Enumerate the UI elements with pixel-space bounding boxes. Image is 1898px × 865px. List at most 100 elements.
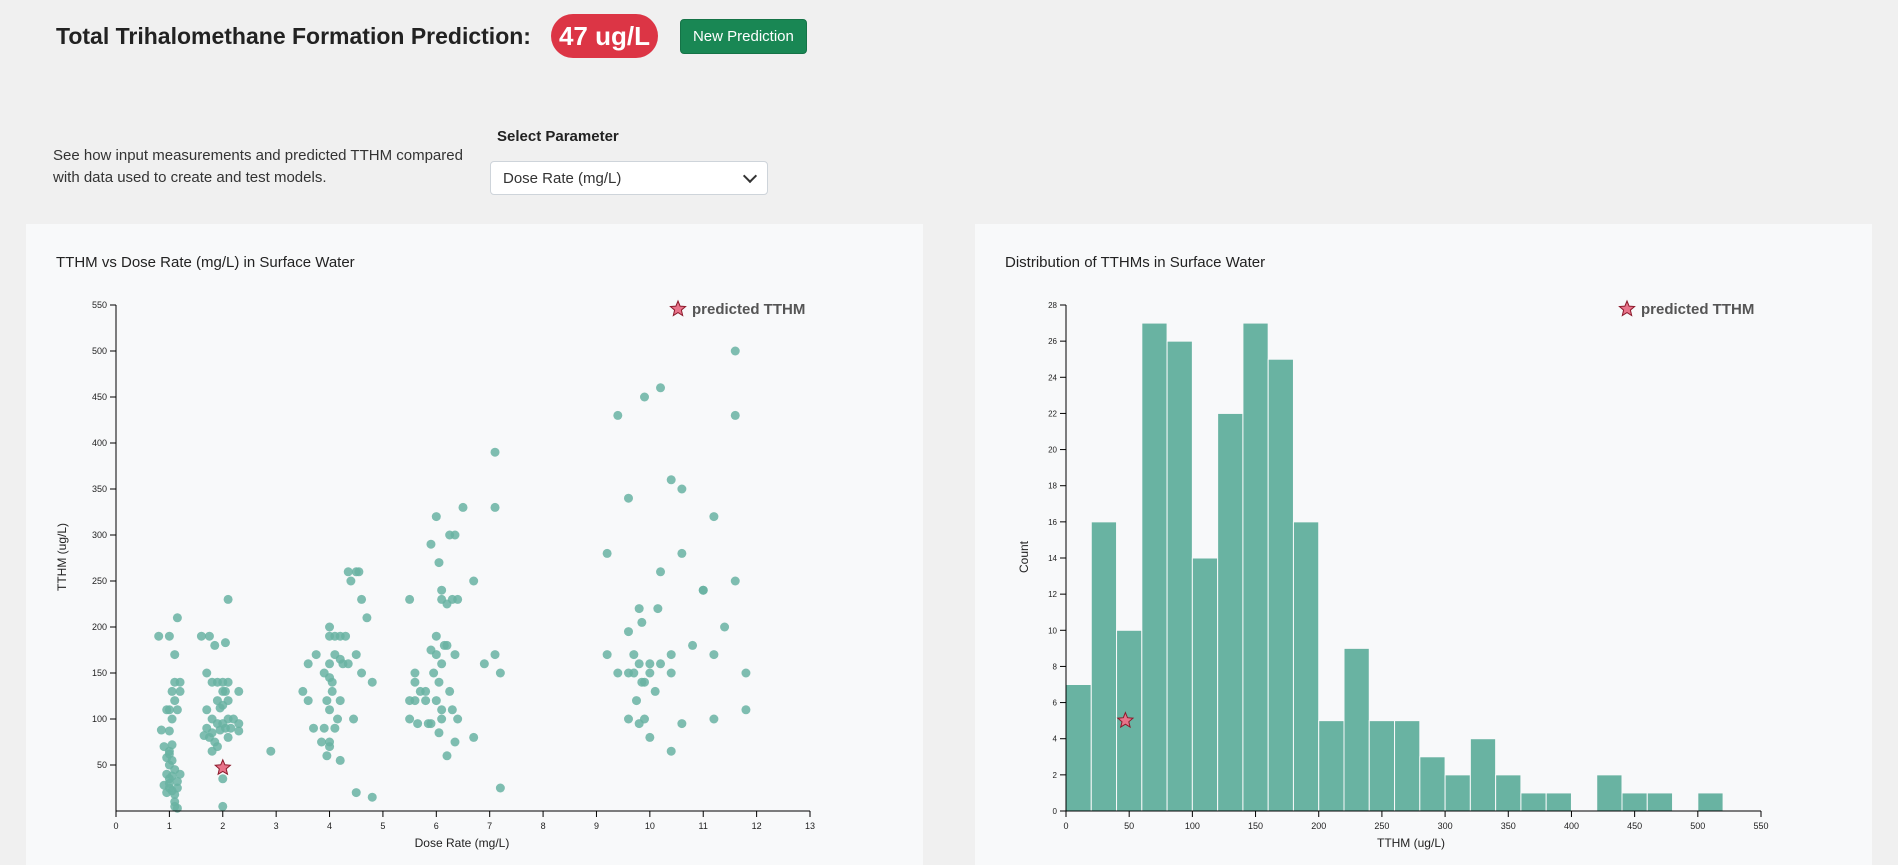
scatter-point — [640, 714, 650, 724]
histogram-x-tick-label: 200 — [1311, 821, 1326, 831]
scatter-point — [204, 631, 214, 641]
histogram-bar — [1065, 684, 1092, 812]
scatter-point — [634, 659, 644, 669]
scatter-point — [322, 751, 332, 761]
scatter-point — [437, 659, 447, 669]
histogram-bar — [1368, 720, 1396, 812]
scatter-y-tick-label: 550 — [92, 300, 107, 310]
scatter-point — [442, 751, 452, 761]
scatter-point — [431, 631, 441, 641]
scatter-point — [709, 512, 719, 522]
scatter-point — [450, 530, 460, 540]
scatter-point — [656, 567, 666, 577]
scatter-point — [431, 512, 441, 522]
histogram-x-tick-label: 100 — [1185, 821, 1200, 831]
scatter-point — [613, 668, 623, 678]
scatter-point — [167, 686, 177, 696]
scatter-point — [164, 726, 174, 736]
scatter-point — [623, 493, 633, 503]
scatter-point — [445, 686, 455, 696]
scatter-point — [479, 659, 489, 669]
scatter-x-tick-label: 5 — [380, 821, 385, 831]
scatter-point — [223, 677, 233, 687]
scatter-point — [207, 728, 217, 738]
scatter-x-tick-label: 1 — [167, 821, 172, 831]
scatter-point — [175, 677, 185, 687]
scatter-point — [207, 746, 217, 756]
scatter-y-tick-label: 150 — [92, 668, 107, 678]
scatter-point — [666, 650, 676, 660]
histogram-bar — [1267, 358, 1294, 812]
scatter-point — [410, 677, 420, 687]
scatter-point — [632, 696, 641, 706]
chart-description: See how input measurements and predicted… — [53, 147, 463, 186]
scatter-point — [629, 668, 639, 678]
scatter-point — [349, 714, 359, 724]
histogram-bar — [1191, 557, 1219, 812]
page-title: Total Trihalomethane Formation Predictio… — [56, 22, 531, 49]
scatter-point — [623, 627, 633, 637]
histogram-y-tick-label: 14 — [1048, 554, 1057, 563]
histogram-x-tick-label: 500 — [1690, 821, 1705, 831]
scatter-x-tick-label: 6 — [434, 821, 439, 831]
scatter-point — [495, 668, 505, 678]
scatter-title: TTHM vs Dose Rate (mg/L) in Surface Wate… — [56, 254, 355, 271]
predicted-star-icon — [213, 758, 232, 776]
parameter-select[interactable]: Dose Rate (mg/L) — [490, 161, 768, 195]
scatter-point — [351, 650, 361, 660]
scatter-point — [437, 705, 447, 715]
scatter-point — [367, 792, 377, 802]
scatter-point — [447, 705, 457, 715]
histogram-bar — [1495, 774, 1522, 812]
histogram-x-tick-label: 250 — [1374, 821, 1389, 831]
scatter-point — [309, 723, 319, 733]
scatter-point — [327, 686, 337, 696]
scatter-point — [172, 705, 182, 715]
scatter-point — [218, 719, 228, 729]
scatter-point — [362, 613, 372, 623]
histogram-y-tick-label: 22 — [1048, 409, 1057, 418]
scatter-x-tick-label: 2 — [220, 821, 225, 831]
histogram-y-tick-label: 20 — [1048, 446, 1057, 455]
new-prediction-button[interactable]: New Prediction — [679, 18, 807, 54]
scatter-point — [442, 640, 452, 650]
scatter-point — [453, 594, 463, 604]
scatter-point — [172, 783, 182, 793]
scatter-point — [656, 659, 666, 669]
scatter-point — [167, 740, 177, 750]
scatter-x-tick-label: 11 — [699, 821, 708, 831]
scatter-point — [202, 705, 212, 715]
scatter-point — [172, 613, 182, 623]
scatter-panel: TTHM vs Dose Rate (mg/L) in Surface Wate… — [26, 224, 923, 865]
scatter-point — [434, 728, 444, 738]
scatter-point — [640, 392, 650, 402]
scatter-point — [164, 631, 174, 641]
scatter-x-tick-label: 9 — [594, 821, 599, 831]
scatter-point — [223, 594, 233, 604]
parameter-select-value: Dose Rate (mg/L) — [503, 169, 622, 187]
scatter-chart: 0 1 2 3 4 5 6 7 8 9 10 11 12 135010015020025030035040… — [55, 299, 815, 850]
scatter-point — [645, 732, 655, 742]
scatter-point — [637, 677, 647, 687]
scatter-point — [154, 631, 164, 641]
scatter-x-tick-label: 0 — [113, 821, 118, 831]
scatter-point — [450, 737, 460, 747]
histogram-x-tick-label: 450 — [1627, 821, 1642, 831]
legend-star-icon — [669, 299, 687, 317]
scatter-point — [167, 714, 177, 724]
scatter-point — [602, 650, 612, 660]
histogram-chart: 0 50 100 150 200 250 300 350 400 450 500 5500246810… — [1017, 299, 1769, 850]
scatter-point — [311, 650, 321, 660]
scatter-point — [453, 714, 463, 724]
histogram-y-tick-label: 26 — [1048, 337, 1057, 346]
scatter-point — [741, 705, 751, 715]
histogram-y-tick-label: 8 — [1053, 662, 1058, 671]
scatter-point — [343, 567, 353, 577]
scatter-point — [325, 659, 335, 669]
scatter-point — [351, 788, 361, 798]
histogram-bar — [1596, 774, 1623, 812]
scatter-point — [629, 650, 639, 660]
scatter-point — [698, 585, 708, 595]
scatter-point — [458, 502, 468, 512]
scatter-point — [175, 686, 185, 696]
